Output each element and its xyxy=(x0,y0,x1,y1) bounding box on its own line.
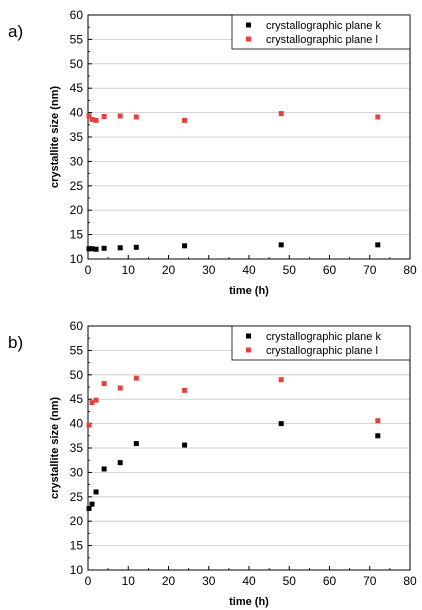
data-point-l xyxy=(133,114,139,120)
data-point-l xyxy=(182,387,188,393)
data-point-k xyxy=(182,442,188,448)
y-tick-label: 25 xyxy=(70,490,84,504)
x-tick-label: 40 xyxy=(242,574,256,588)
y-tick-label: 40 xyxy=(70,417,84,431)
x-tick-label: 20 xyxy=(162,263,176,277)
y-axis-label: crystallite size (nm) xyxy=(49,397,61,499)
legend-label: crystallographic plane k xyxy=(266,331,381,343)
data-point-l xyxy=(89,400,95,406)
y-tick-label: 15 xyxy=(70,228,84,242)
x-axis-label: time (h) xyxy=(229,596,269,608)
y-tick-label: 30 xyxy=(70,465,84,479)
x-tick-label: 50 xyxy=(283,263,297,277)
x-tick-label: 40 xyxy=(242,263,256,277)
data-point-l xyxy=(86,422,92,428)
data-point-l xyxy=(182,117,188,123)
y-tick-label: 55 xyxy=(70,343,84,357)
legend-label: crystallographic plane k xyxy=(266,20,381,32)
data-point-k xyxy=(86,246,92,252)
y-tick-label: 60 xyxy=(70,319,84,333)
data-point-l xyxy=(93,117,99,123)
x-tick-label: 0 xyxy=(85,574,92,588)
x-tick-label: 80 xyxy=(403,574,417,588)
data-point-l xyxy=(93,397,99,403)
legend-marker-k xyxy=(246,333,251,339)
x-tick-label: 80 xyxy=(403,263,417,277)
x-tick-label: 30 xyxy=(202,574,216,588)
x-axis-label: time (h) xyxy=(229,285,269,297)
data-point-l xyxy=(278,377,284,383)
panel-label: a) xyxy=(8,22,23,41)
data-point-l xyxy=(133,375,139,381)
data-point-k xyxy=(133,244,139,250)
y-tick-label: 40 xyxy=(70,106,84,120)
x-tick-label: 20 xyxy=(162,574,176,588)
data-point-l xyxy=(375,418,381,424)
y-tick-label: 20 xyxy=(70,203,84,217)
data-point-l xyxy=(278,111,284,117)
data-point-k xyxy=(117,460,123,466)
y-tick-label: 10 xyxy=(70,252,84,266)
x-tick-label: 30 xyxy=(202,263,216,277)
data-point-k xyxy=(182,243,188,249)
x-tick-label: 50 xyxy=(283,574,297,588)
data-point-k xyxy=(133,441,139,447)
data-point-l xyxy=(117,113,123,119)
data-point-k xyxy=(375,242,381,248)
y-tick-label: 45 xyxy=(70,81,84,95)
x-tick-label: 60 xyxy=(323,574,337,588)
data-point-k xyxy=(101,466,107,472)
y-tick-label: 50 xyxy=(70,368,84,382)
y-tick-label: 55 xyxy=(70,32,84,46)
y-tick-label: 25 xyxy=(70,179,84,193)
x-tick-label: 60 xyxy=(323,263,337,277)
y-tick-label: 10 xyxy=(70,563,84,577)
y-tick-label: 30 xyxy=(70,154,84,168)
data-point-l xyxy=(101,114,107,120)
x-tick-label: 0 xyxy=(85,263,92,277)
y-tick-label: 35 xyxy=(70,441,84,455)
y-tick-label: 35 xyxy=(70,130,84,144)
legend-box xyxy=(231,14,411,50)
data-point-k xyxy=(89,501,95,507)
data-point-k xyxy=(89,246,95,252)
data-point-k xyxy=(117,245,123,251)
data-point-k xyxy=(278,421,284,427)
data-point-l xyxy=(86,113,92,119)
x-tick-label: 10 xyxy=(122,263,136,277)
legend-box xyxy=(231,325,411,361)
y-tick-label: 50 xyxy=(70,57,84,71)
legend-label: crystallographic plane l xyxy=(266,34,378,46)
data-point-k xyxy=(93,489,99,495)
y-tick-label: 45 xyxy=(70,392,84,406)
legend-marker-l xyxy=(246,36,251,42)
y-tick-label: 60 xyxy=(70,8,84,22)
x-tick-label: 70 xyxy=(363,574,377,588)
data-point-l xyxy=(375,114,381,120)
y-tick-label: 20 xyxy=(70,514,84,528)
legend-label: crystallographic plane l xyxy=(266,345,378,357)
x-tick-label: 10 xyxy=(122,574,136,588)
legend-marker-k xyxy=(246,22,251,28)
data-point-k xyxy=(86,506,92,512)
y-tick-label: 15 xyxy=(70,539,84,553)
data-point-k xyxy=(93,246,99,252)
x-tick-label: 70 xyxy=(363,263,377,277)
panel-label: b) xyxy=(8,333,23,352)
data-point-l xyxy=(117,385,123,391)
data-point-k xyxy=(278,242,284,248)
legend-marker-l xyxy=(246,347,251,353)
data-point-k xyxy=(101,245,107,251)
data-point-l xyxy=(101,381,107,387)
data-point-k xyxy=(375,433,381,439)
y-axis-label: crystallite size (nm) xyxy=(49,86,61,188)
data-point-l xyxy=(89,116,95,122)
